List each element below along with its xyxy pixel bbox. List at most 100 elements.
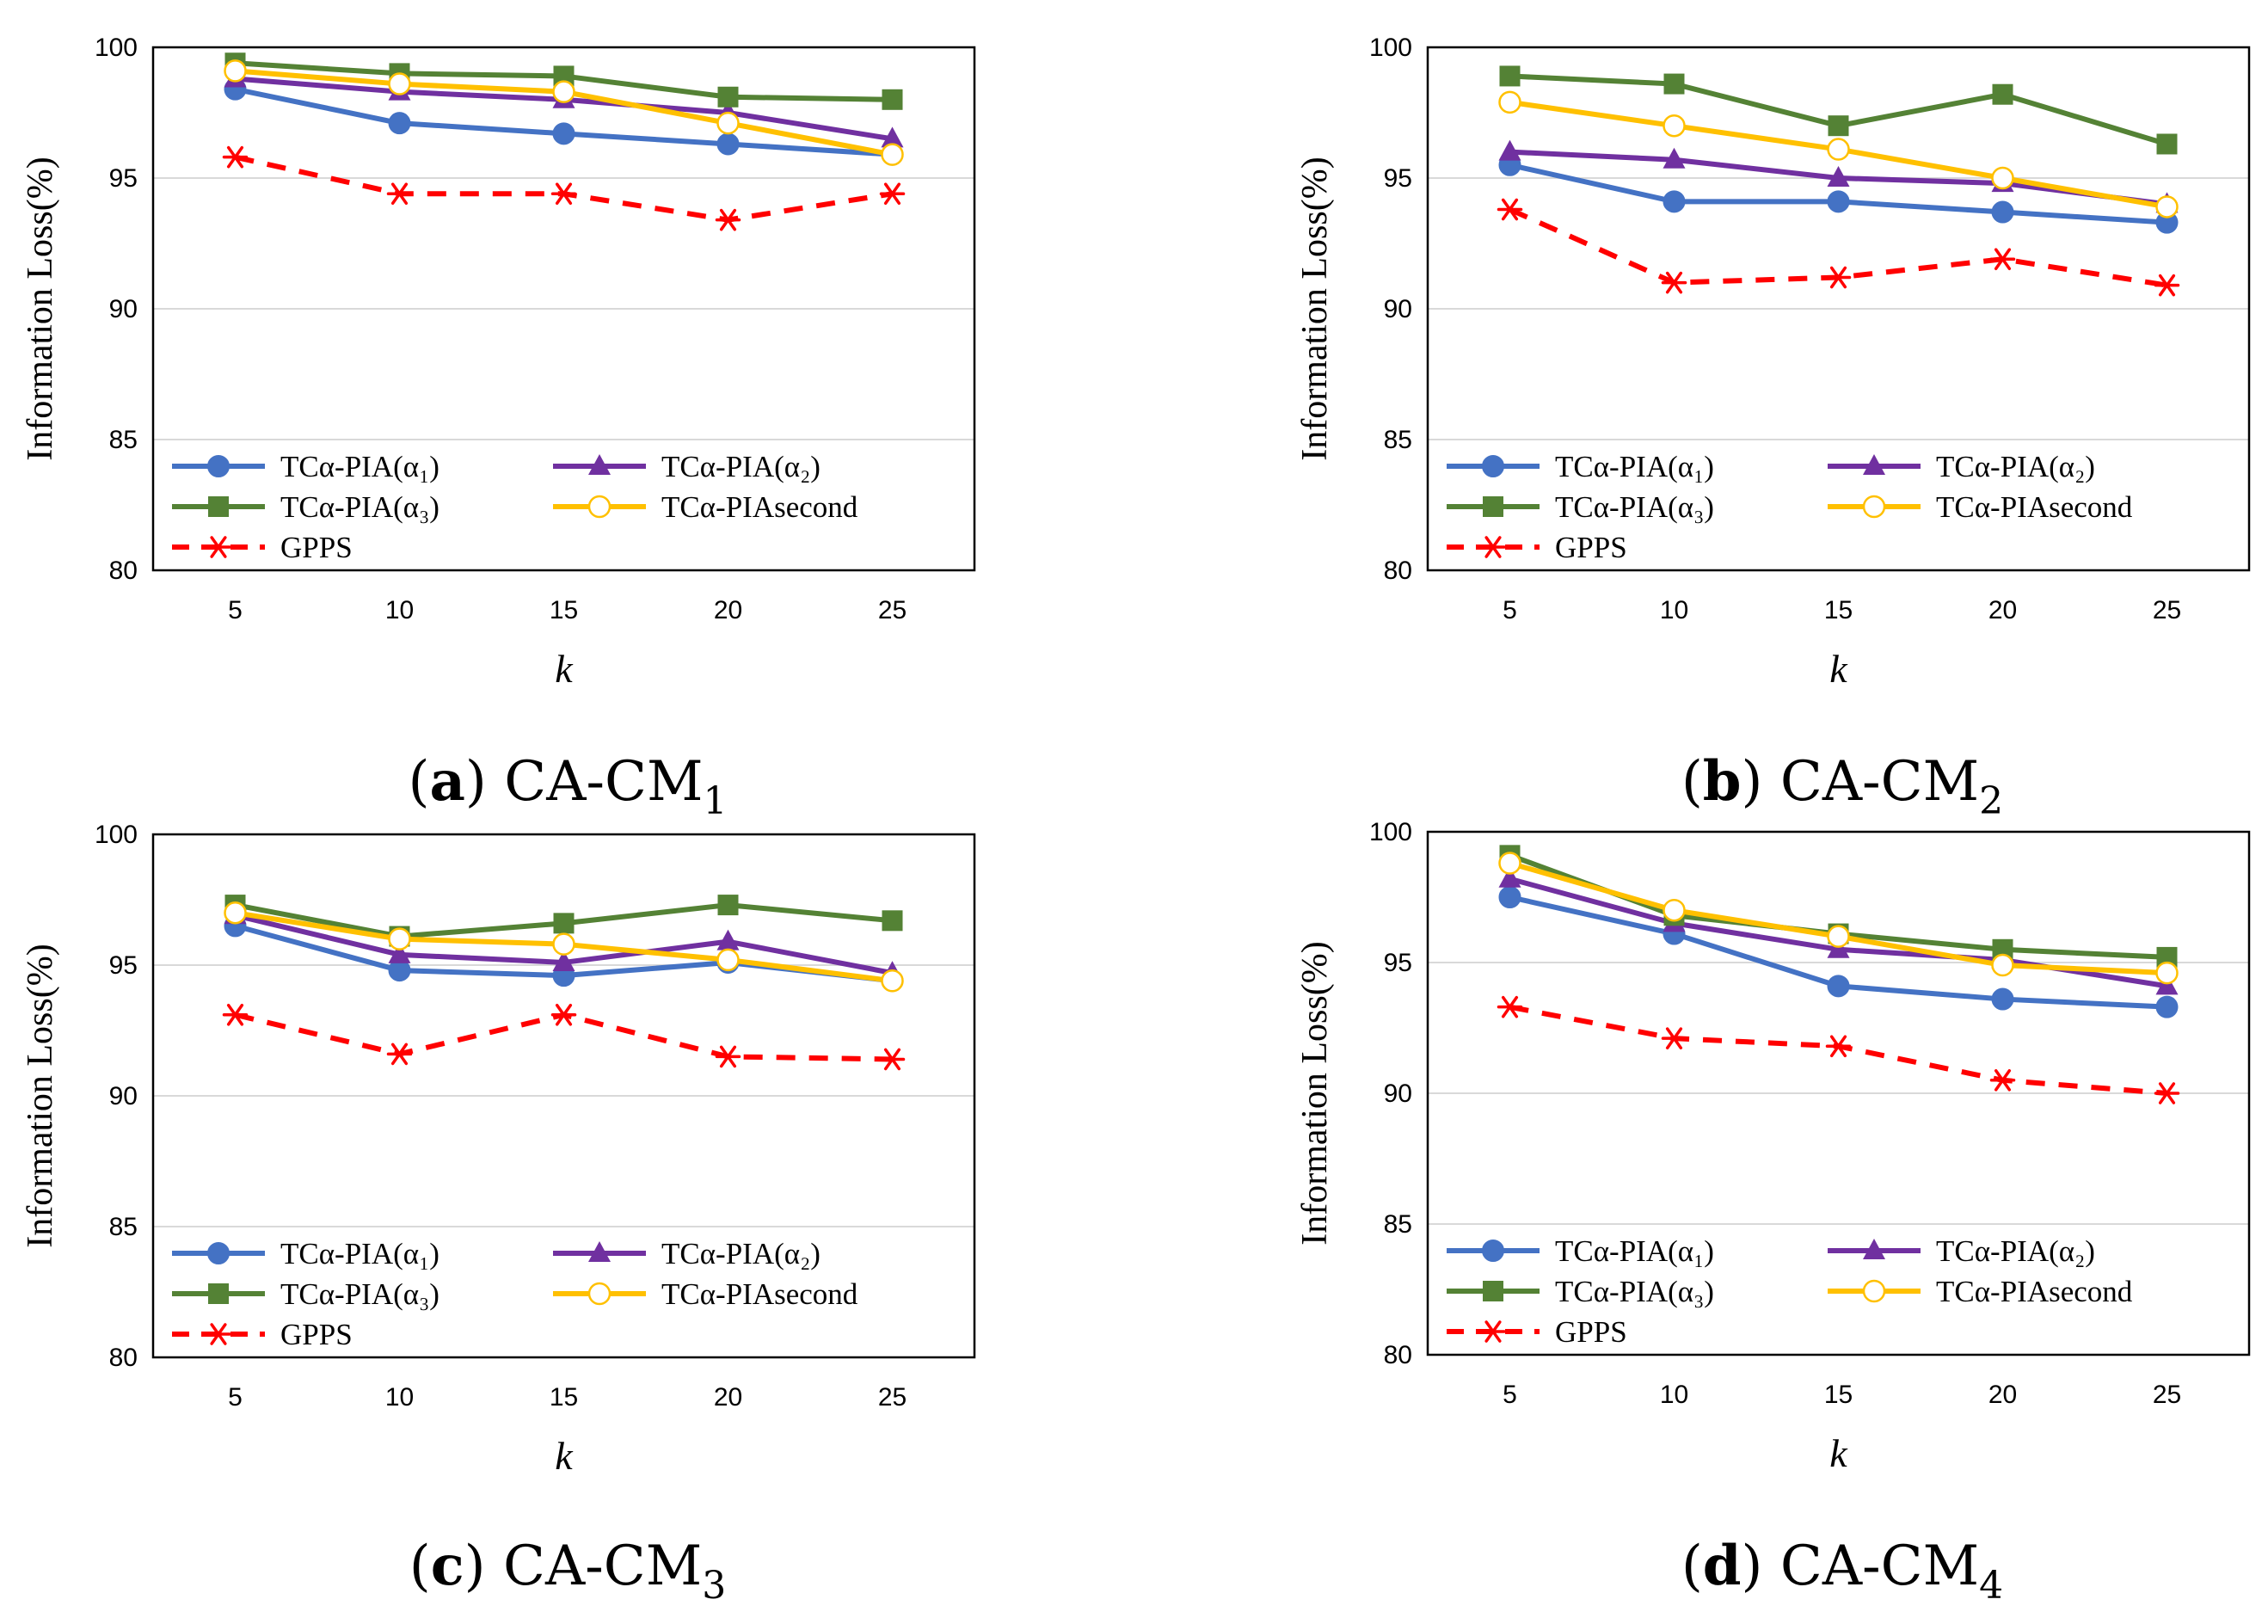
- chart-panel-c: 80 85 90 95 100 5 10 15 20 25 k Information Loss(%)…: [21, 821, 976, 1608]
- legend-item: GPPS: [1447, 531, 1627, 564]
- data-point: [1825, 266, 1852, 289]
- data-point: [1827, 190, 1850, 213]
- legend-marker: [587, 1282, 612, 1306]
- data-point: [222, 145, 249, 169]
- data-point: [715, 1045, 741, 1068]
- data-point: [222, 1003, 249, 1026]
- data-point: [552, 932, 575, 956]
- data-point: [2155, 195, 2179, 218]
- legend-label: TCα-PIA(α₃): [1555, 490, 1714, 524]
- panel-caption: (c) CA-CM3: [409, 1534, 727, 1608]
- legend-marker: [1482, 1240, 1504, 1262]
- data-point: [1663, 73, 1685, 95]
- y-tick-label: 80: [1384, 557, 1412, 585]
- data-point: [388, 112, 411, 135]
- data-point: [1827, 138, 1850, 161]
- caption-close-paren: ): [464, 1535, 503, 1598]
- legend-label: TCα-PIA(α₁): [1555, 1234, 1714, 1268]
- legend-marker: [588, 1241, 611, 1262]
- x-tick-label: 10: [1660, 1381, 1688, 1409]
- x-tick-label: 5: [228, 596, 243, 624]
- x-tick-label: 15: [550, 1383, 578, 1412]
- legend-marker: [208, 1283, 229, 1304]
- legend-label: TCα-PIA(α₁): [1555, 450, 1714, 483]
- legend-item: TCα-PIA(α₃): [172, 1277, 439, 1311]
- legend-item: TCα-PIA(α₂): [553, 1237, 821, 1270]
- y-tick-label: 90: [109, 295, 138, 323]
- caption-open-paren: (: [1681, 1535, 1703, 1598]
- data-point: [715, 208, 741, 231]
- x-tick-label: 20: [1988, 596, 2017, 624]
- data-point: [1499, 65, 1521, 87]
- data-point: [1825, 1035, 1852, 1058]
- legend-label: TCα-PIA(α₁): [280, 1237, 439, 1270]
- x-axis-label: k: [1829, 647, 1848, 691]
- panel-caption: (d) CA-CM4: [1681, 1534, 2003, 1608]
- caption-subscript: 1: [704, 779, 728, 823]
- legend-item: TCα-PIA(α₂): [1828, 1234, 2095, 1268]
- data-point: [2154, 274, 2180, 297]
- legend-label: TCα-PIA(α₃): [1555, 1275, 1714, 1308]
- y-tick-label: 100: [1369, 818, 1412, 846]
- x-tick-label: 15: [1824, 1381, 1853, 1409]
- legend-label: GPPS: [280, 1318, 353, 1351]
- data-point: [552, 122, 575, 145]
- data-point: [879, 182, 906, 206]
- y-tick-label: 85: [1384, 1210, 1412, 1239]
- caption-open-paren: (: [408, 750, 429, 814]
- x-tick-label: 20: [714, 1383, 742, 1412]
- chart-panel-a: 80 85 90 95 100 5 10 15 20 25 k Information Loss(%)…: [21, 34, 976, 823]
- legend-marker: [1480, 536, 1506, 558]
- legend-marker: [587, 495, 612, 519]
- legend-item: GPPS: [172, 531, 353, 564]
- legend-marker: [207, 455, 230, 477]
- data-point: [1661, 1027, 1687, 1049]
- x-tick-label: 5: [1503, 596, 1517, 624]
- data-point: [386, 1043, 413, 1066]
- data-point: [881, 126, 904, 148]
- legend-item: TCα-PIA(α₁): [172, 1237, 439, 1270]
- y-tick-label: 90: [109, 1082, 138, 1110]
- plot-frame: [1426, 46, 2251, 572]
- data-point: [1827, 925, 1850, 948]
- data-point: [1991, 987, 2014, 1011]
- data-point: [2154, 1082, 2180, 1104]
- x-tick-label: 10: [385, 596, 414, 624]
- data-point: [2155, 961, 2179, 985]
- data-point: [1498, 886, 1521, 908]
- x-tick-label: 15: [550, 596, 578, 624]
- data-point: [717, 86, 739, 108]
- panel-caption: (b) CA-CM2: [1681, 749, 2003, 823]
- x-axis-label: k: [555, 647, 574, 691]
- caption-close-paren: ): [465, 750, 504, 814]
- y-tick-label: 95: [109, 951, 138, 980]
- x-tick-label: 5: [1503, 1381, 1517, 1409]
- legend-marker: [588, 454, 611, 475]
- legend-item: TCα-PIAsecond: [1828, 1275, 2133, 1308]
- y-tick-label: 90: [1384, 295, 1412, 323]
- legend-marker: [1480, 1320, 1506, 1343]
- legend-item: TCα-PIA(α₃): [1447, 490, 1714, 524]
- data-point: [717, 895, 739, 916]
- data-point: [1989, 1069, 2016, 1092]
- legend-item: TCα-PIA(α₂): [1828, 450, 2095, 483]
- legend-label: TCα-PIA(α₂): [1936, 450, 2095, 483]
- x-tick-label: 10: [385, 1383, 414, 1412]
- legend-marker: [1483, 496, 1503, 517]
- data-point: [1663, 898, 1686, 922]
- plot-frame: [151, 46, 976, 572]
- data-point: [879, 1048, 906, 1071]
- y-axis-label: Information Loss(%): [21, 157, 60, 460]
- x-tick-label: 15: [1824, 596, 1853, 624]
- data-point: [881, 969, 904, 993]
- data-point: [1991, 166, 2014, 190]
- legend-label: TCα-PIAsecond: [1936, 1275, 2133, 1308]
- caption-text: CA-CM: [504, 750, 703, 814]
- data-point: [1663, 147, 1686, 169]
- y-tick-label: 90: [1384, 1080, 1412, 1108]
- y-tick-label: 85: [109, 1213, 138, 1241]
- legend-marker: [1482, 455, 1504, 477]
- legend-item: TCα-PIA(α₁): [1447, 450, 1714, 483]
- data-point: [388, 927, 411, 950]
- legend-marker: [207, 1242, 230, 1264]
